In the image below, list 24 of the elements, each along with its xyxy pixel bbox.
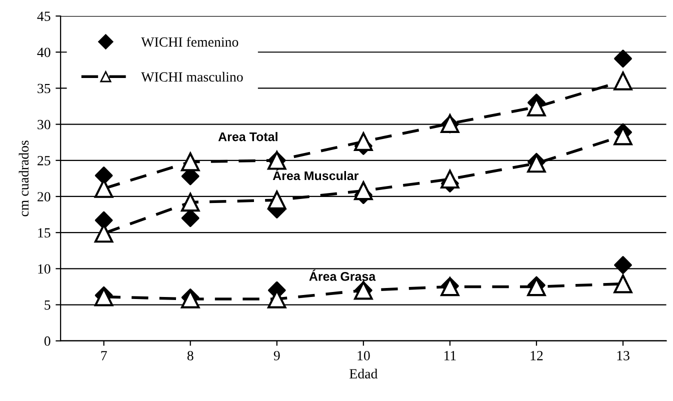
legend-label: WICHI femenino — [141, 36, 238, 47]
x-tick-label: 13 — [617, 351, 630, 360]
x-tick-label: 8 — [187, 350, 194, 360]
y-tick-label: 20 — [38, 192, 50, 202]
y-tick-label: 25 — [38, 156, 50, 166]
y-tick-label: 35 — [38, 84, 50, 94]
annotation: Area Total — [218, 132, 278, 142]
annotation: Área Grasa — [309, 270, 376, 281]
y-tick-label: 30 — [38, 120, 50, 130]
x-tick-label: 9 — [274, 351, 280, 360]
legend-label: WICHI masculino — [141, 72, 243, 82]
x-tick-label: 11 — [444, 351, 456, 360]
y-tick-label: 45 — [37, 12, 50, 21]
y-tick-label: 40 — [37, 48, 50, 58]
annotation: Área Muscular — [272, 168, 359, 180]
y-tick-label: 5 — [44, 300, 50, 310]
y-tick-label: 0 — [44, 336, 50, 346]
y-tick-label: 15 — [38, 228, 50, 238]
x-tick-label: 10 — [358, 350, 370, 360]
y-axis-title: cm cuadrados — [18, 140, 29, 216]
x-tick-label: 7 — [101, 351, 107, 360]
y-tick-label: 10 — [38, 264, 50, 274]
x-tick-label: 12 — [530, 351, 543, 360]
x-axis-title: Edad — [350, 368, 378, 378]
